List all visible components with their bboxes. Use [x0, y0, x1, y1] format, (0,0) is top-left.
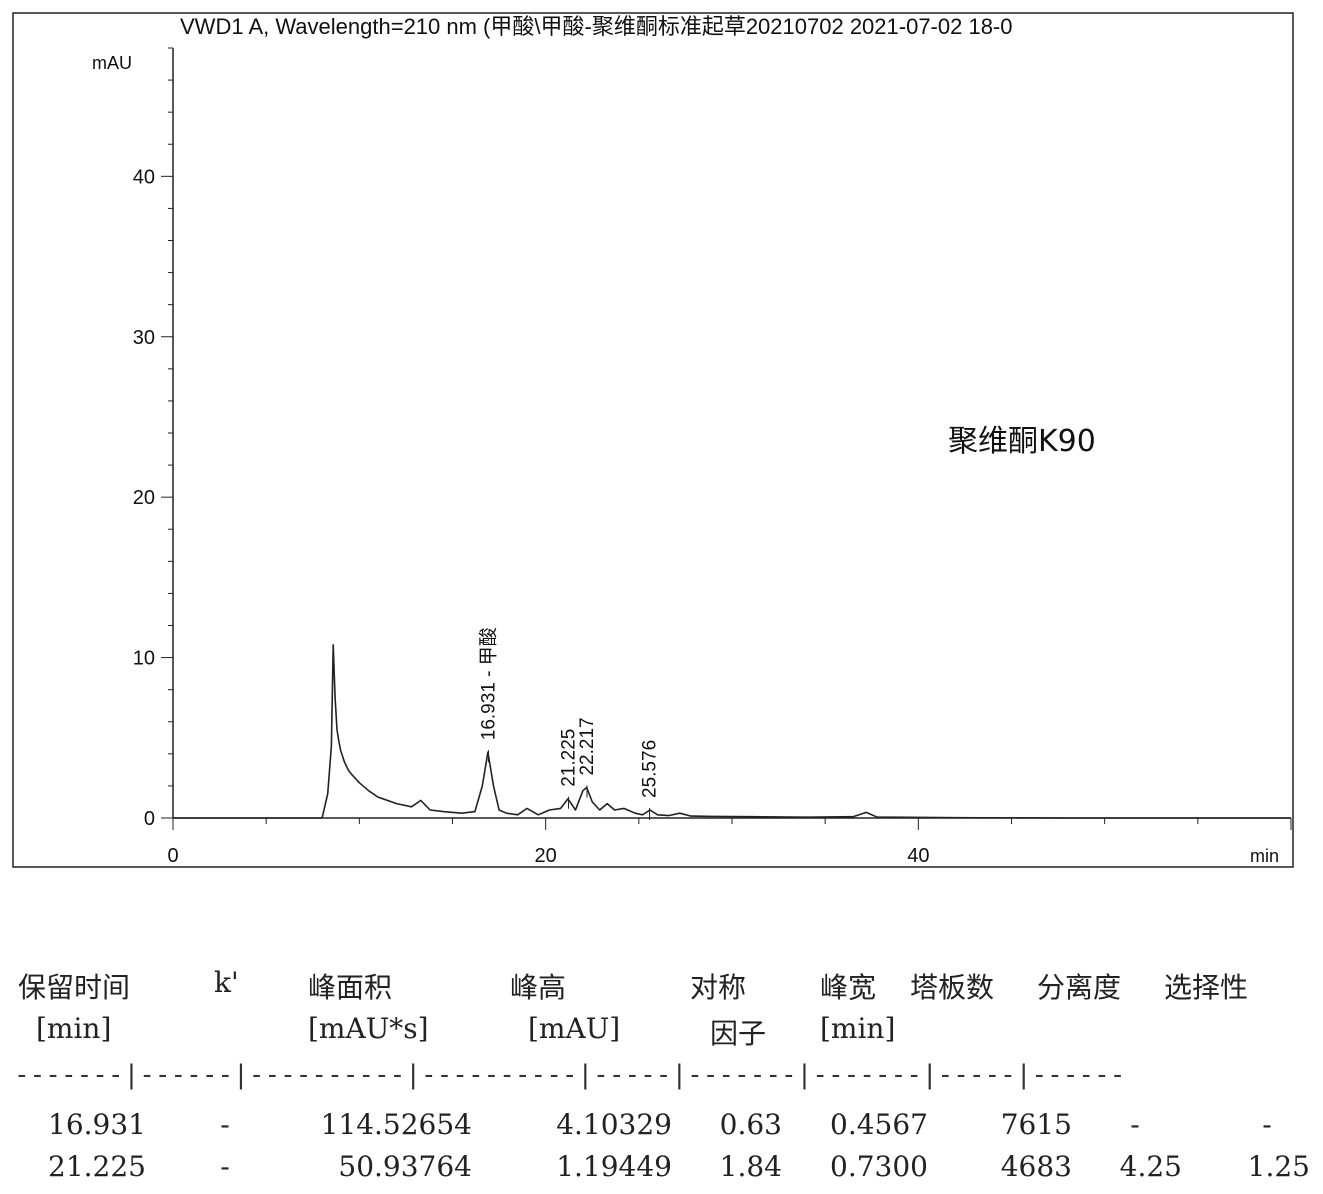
table-header-row-2: [min] [mAU*s] [mAU] 因子 [min] — [0, 1012, 1323, 1052]
peak-label: 21.225 — [558, 729, 579, 787]
cell-resolution: 4.25 — [1119, 1150, 1182, 1183]
sample-label: 聚维酮K90 — [948, 424, 1096, 459]
header-selectivity: 选择性 — [1164, 971, 1249, 1004]
header-retention-time: 保留时间 — [18, 971, 131, 1004]
axes-group: 0 10 20 30 40 0 20 40 — [133, 47, 1292, 867]
cell-width: 0.4567 — [830, 1108, 928, 1141]
peak-label: 25.576 — [640, 740, 661, 798]
y-tick-label: 10 — [133, 648, 155, 670]
peak-label: 16.931 - 甲酸 — [477, 627, 499, 740]
y-tick-label: 30 — [133, 327, 155, 349]
table-row: 16.931 - 114.52654 4.10329 0.63 0.4567 7… — [0, 1108, 1323, 1148]
plot-area — [173, 644, 1291, 819]
header-height: 峰高 — [510, 971, 567, 1004]
chart-title: VWD1 A, Wavelength=210 nm (甲酸\甲酸-聚维酮标准起草… — [180, 14, 1013, 39]
cell-symmetry: 0.63 — [719, 1108, 782, 1141]
cell-plates: 7615 — [1000, 1108, 1072, 1141]
y-axis-label: mAU — [92, 53, 132, 73]
cell-retention-time: 21.225 — [48, 1150, 146, 1183]
cell-height: 4.10329 — [556, 1108, 672, 1141]
header-plates: 塔板数 — [910, 971, 995, 1004]
cell-selectivity: - — [1262, 1108, 1272, 1141]
table-separator: -------|------|----------|----------|---… — [14, 1060, 1126, 1090]
header-area-unit: [mAU*s] — [308, 1012, 429, 1045]
header-width: 峰宽 — [820, 971, 877, 1004]
cell-width: 0.7300 — [830, 1150, 928, 1183]
cell-resolution: - — [1130, 1108, 1140, 1141]
header-k: k' — [214, 966, 239, 999]
header-area: 峰面积 — [308, 971, 393, 1004]
cell-area: 114.52654 — [320, 1108, 472, 1141]
y-tick-label: 0 — [144, 808, 155, 830]
chromatogram-chart: VWD1 A, Wavelength=210 nm (甲酸\甲酸-聚维酮标准起草… — [12, 12, 1294, 868]
header-symmetry-line2: 因子 — [710, 1017, 767, 1050]
cell-retention-time: 16.931 — [48, 1108, 146, 1141]
cell-symmetry: 1.84 — [719, 1150, 782, 1183]
cell-area: 50.93764 — [338, 1150, 472, 1183]
peak-label: 22.217 — [577, 717, 598, 775]
header-width-unit: [min] — [820, 1012, 896, 1045]
cell-selectivity: 1.25 — [1247, 1150, 1310, 1183]
x-axis-label: min — [1250, 846, 1279, 866]
header-resolution: 分离度 — [1037, 971, 1122, 1004]
cell-k: - — [220, 1108, 230, 1141]
x-tick-label: 40 — [907, 845, 929, 867]
chart-frame — [12, 12, 1294, 868]
header-symmetry: 对称 — [690, 971, 747, 1004]
cell-plates: 4683 — [1000, 1150, 1072, 1183]
cell-k: - — [220, 1150, 230, 1183]
header-retention-time-unit: [min] — [36, 1012, 112, 1045]
cell-height: 1.19449 — [556, 1150, 672, 1183]
x-tick-label: 20 — [535, 845, 557, 867]
y-tick-label: 40 — [133, 166, 155, 188]
header-height-unit: [mAU] — [528, 1012, 621, 1045]
chromatogram-trace — [173, 644, 1291, 819]
table-header-row-1: 保留时间 k' 峰面积 峰高 对称 峰宽 塔板数 分离度 选择性 — [0, 966, 1323, 1006]
x-tick-label: 0 — [167, 845, 178, 867]
table-row: 21.225 - 50.93764 1.19449 1.84 0.7300 46… — [0, 1150, 1323, 1190]
y-tick-label: 20 — [133, 487, 155, 509]
